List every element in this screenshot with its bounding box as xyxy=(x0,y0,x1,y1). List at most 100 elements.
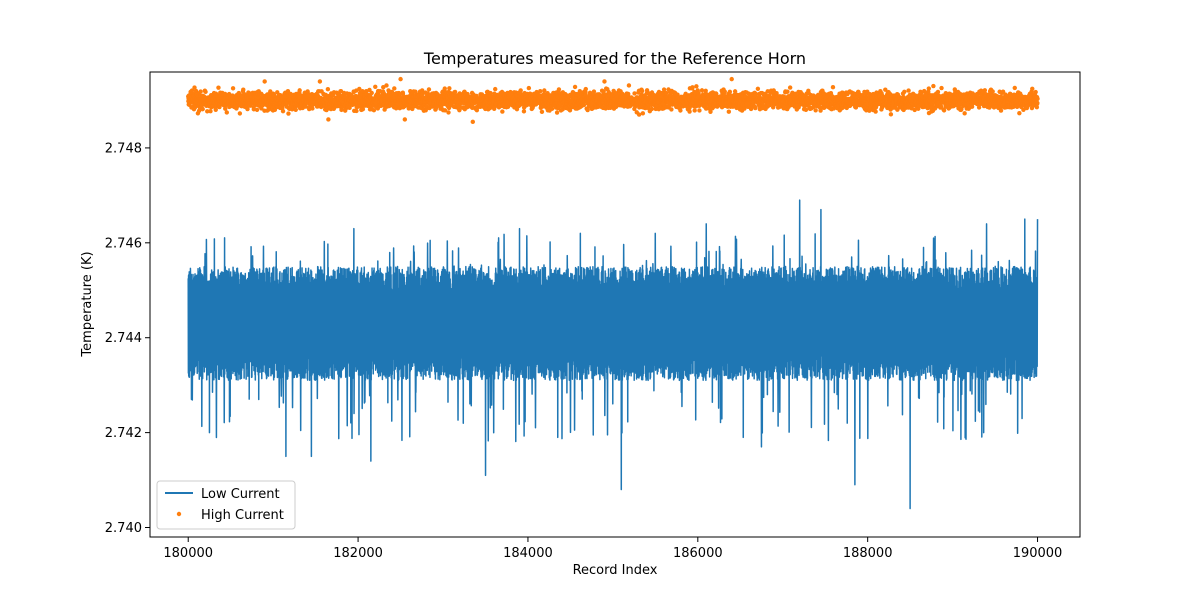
scatter-point-high-current xyxy=(694,84,699,89)
scatter-point-high-current xyxy=(254,107,260,113)
scatter-point-high-current xyxy=(402,117,408,122)
scatter-point-high-current xyxy=(205,109,210,114)
scatter-point-high-current xyxy=(392,86,397,91)
scatter-point-high-current xyxy=(708,109,713,115)
scatter-point-high-current xyxy=(1030,86,1035,91)
scatter-point-high-current xyxy=(297,88,302,93)
scatter-point-high-current xyxy=(223,106,228,111)
scatter-point-high-current xyxy=(661,87,667,92)
scatter-point-high-current xyxy=(935,89,941,95)
scatter-point-high-current xyxy=(990,89,995,94)
scatter-point-high-current xyxy=(198,89,203,94)
chart-title: Temperatures measured for the Reference … xyxy=(423,49,806,68)
scatter-point-high-current xyxy=(539,109,545,114)
scatter-point-high-current xyxy=(371,107,377,113)
scatter-point-high-current xyxy=(245,106,250,112)
scatter-point-high-current xyxy=(669,107,674,112)
scatter-point-high-current xyxy=(488,90,493,96)
scatter-point-high-current xyxy=(288,91,293,97)
scatter-point-high-current xyxy=(367,87,372,93)
scatter-point-high-current xyxy=(500,109,505,114)
scatter-point-high-current xyxy=(433,105,439,111)
scatter-point-high-current xyxy=(1017,110,1022,116)
scatter-point-high-current xyxy=(626,83,632,88)
scatter-point-high-current xyxy=(939,85,944,91)
scatter-point-high-current xyxy=(303,104,309,109)
scatter-point-high-current xyxy=(442,86,447,91)
scatter-point-high-current xyxy=(286,111,291,116)
scatter-point-high-current xyxy=(192,85,197,90)
series-line-low-current xyxy=(187,199,1039,510)
scatter-point-high-current xyxy=(349,92,354,98)
scatter-point-high-current xyxy=(649,106,655,112)
scatter-point-high-current xyxy=(703,88,708,93)
scatter-point-high-current xyxy=(755,86,761,91)
scatter-point-high-current xyxy=(285,88,291,94)
scatter-point-high-current xyxy=(237,111,243,116)
scatter-point-high-current xyxy=(325,87,331,92)
scatter-point-high-current xyxy=(572,84,578,90)
scatter-point-high-current xyxy=(293,107,298,113)
scatter-point-high-current xyxy=(271,92,277,98)
scatter-point-high-current xyxy=(722,89,727,94)
scatter-point-high-current xyxy=(687,109,692,114)
scatter-point-high-current xyxy=(830,85,836,90)
scatter-point-high-current xyxy=(626,91,631,97)
scatter-point-high-current xyxy=(556,87,562,92)
scatter-point-high-current xyxy=(447,86,452,91)
scatter-point-high-current xyxy=(585,107,590,113)
scatter-point-high-current xyxy=(542,88,547,93)
scatter-point-high-current xyxy=(969,104,975,109)
scatter-point-high-current xyxy=(216,85,221,90)
scatter-point-high-current xyxy=(339,107,344,113)
scatter-point-high-current xyxy=(727,89,733,95)
scatter-point-high-current xyxy=(538,89,543,94)
scatter-point-high-current xyxy=(888,112,894,117)
scatter-point-high-current xyxy=(753,105,758,111)
scatter-point-high-current xyxy=(373,84,378,89)
scatter-point-high-current xyxy=(203,89,208,95)
scatter-point-high-current xyxy=(384,83,389,88)
scatter-point-high-current xyxy=(729,76,734,82)
scatter-point-high-current xyxy=(690,85,695,90)
scatter-point-high-current xyxy=(636,112,642,117)
scatter-point-high-current xyxy=(998,108,1004,113)
scatter-point-high-current xyxy=(230,86,236,91)
scatter-point-high-current xyxy=(526,85,532,91)
scatter-point-high-current xyxy=(398,76,403,82)
scatter-point-high-current xyxy=(213,107,218,113)
scatter-point-high-current xyxy=(583,86,588,92)
scatter-point-high-current xyxy=(931,83,936,89)
scatter-point-high-current xyxy=(347,105,352,111)
scatter-point-high-current xyxy=(591,89,597,94)
plot-area xyxy=(186,76,1040,510)
scatter-point-high-current xyxy=(317,79,323,84)
scatter-point-high-current xyxy=(357,86,362,92)
scatter-point-high-current xyxy=(906,88,911,93)
scatter-point-high-current xyxy=(247,103,253,108)
scatter-point-high-current xyxy=(549,106,555,111)
scatter-point-high-current xyxy=(902,89,907,94)
scatter-point-high-current xyxy=(493,86,498,92)
scatter-point-high-current xyxy=(583,91,588,97)
scatter-point-high-current xyxy=(554,110,560,115)
scatter-point-high-current xyxy=(326,117,331,122)
scatter-point-high-current xyxy=(360,106,366,112)
scatter-point-high-current xyxy=(962,111,967,116)
scatter-point-high-current xyxy=(262,79,267,84)
scatter-point-high-current xyxy=(442,108,448,113)
scatter-point-high-current xyxy=(518,88,523,93)
scatter-point-high-current xyxy=(426,87,432,92)
scatter-point-high-current xyxy=(241,87,246,92)
series-scatter-high-current xyxy=(186,76,1040,125)
scatter-point-high-current xyxy=(699,88,705,93)
scatter-point-high-current xyxy=(521,109,527,114)
scatter-point-high-current xyxy=(602,79,607,84)
scatter-point-high-current xyxy=(678,108,683,113)
scatter-point-high-current xyxy=(557,103,563,109)
scatter-point-high-current xyxy=(224,110,229,115)
scatter-point-high-current xyxy=(640,111,646,116)
scatter-point-high-current xyxy=(470,119,475,125)
